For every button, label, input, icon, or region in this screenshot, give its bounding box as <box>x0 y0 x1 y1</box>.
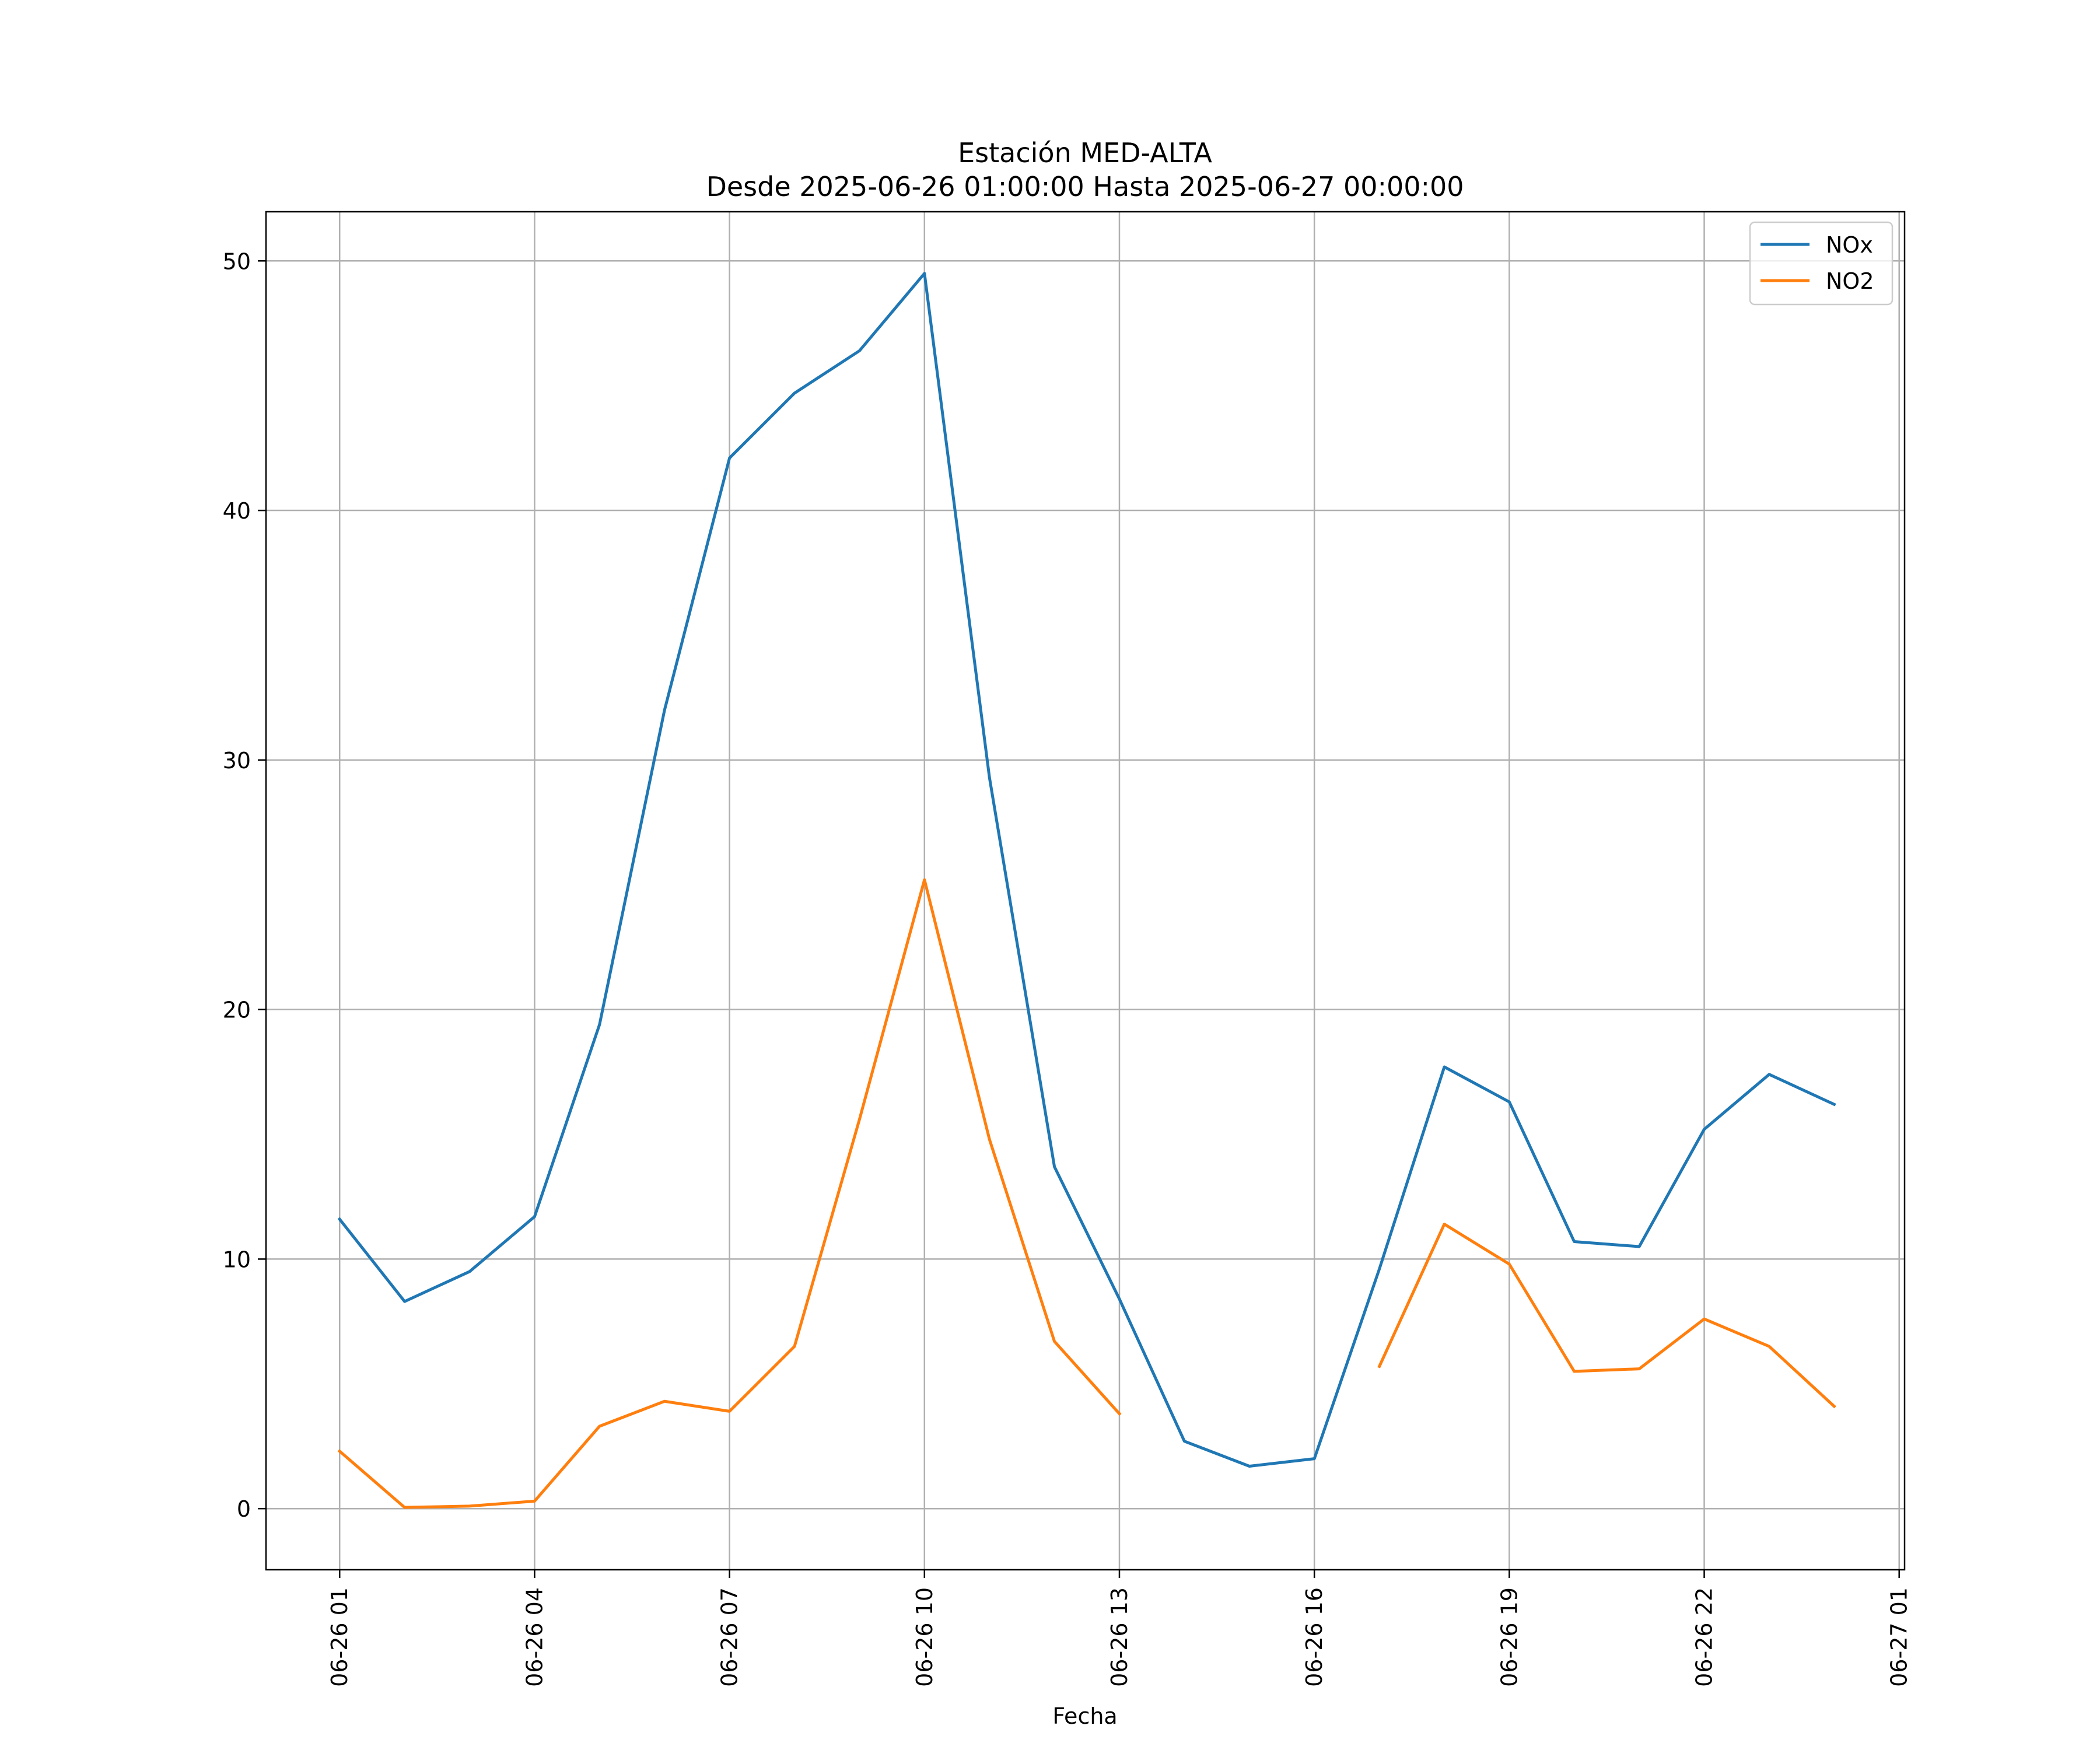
legend: NOx NO2 <box>1749 221 1894 306</box>
plot-area-frame <box>265 211 1906 1571</box>
y-tick-label: 0 <box>237 1496 251 1522</box>
y-tick-label: 20 <box>223 998 251 1023</box>
series-line-nox <box>337 272 1836 1468</box>
y-tick-label: 10 <box>223 1247 251 1272</box>
x-tick-label: 06-26 16 <box>1301 1587 1327 1687</box>
legend-label-no2: NO2 <box>1826 268 1874 294</box>
y-tick-label: 40 <box>223 498 251 524</box>
x-tick-label: 06-26 04 <box>522 1587 547 1687</box>
chart-subtitle: Desde 2025-06-26 01:00:00 Hasta 2025-06-… <box>706 171 1464 202</box>
x-tick-label: 06-26 01 <box>327 1587 352 1687</box>
x-tick-label: 06-26 10 <box>912 1587 937 1687</box>
y-tick-label: 50 <box>223 249 251 274</box>
grid <box>266 212 1905 1570</box>
legend-label-nox: NOx <box>1826 232 1873 258</box>
x-axis: 06-26 01 06-26 04 06-26 07 06-26 10 06-26 13… <box>327 1570 1912 1687</box>
x-axis-label: Fecha <box>1052 1703 1117 1729</box>
series-lines <box>337 272 1836 1509</box>
y-tick-label: 30 <box>223 748 251 774</box>
legend-box <box>1749 221 1894 306</box>
chart-title: Estación MED-ALTA <box>958 137 1212 169</box>
x-tick-label: 06-26 22 <box>1692 1587 1717 1687</box>
x-tick-label: 06-26 19 <box>1496 1587 1522 1687</box>
series-line-no2 <box>337 878 1836 1509</box>
x-tick-label: 06-26 13 <box>1107 1587 1132 1687</box>
x-tick-label: 06-26 07 <box>717 1587 743 1687</box>
y-axis: 0 10 20 30 40 50 <box>223 249 266 1522</box>
x-tick-label: 06-27 01 <box>1887 1587 1912 1687</box>
